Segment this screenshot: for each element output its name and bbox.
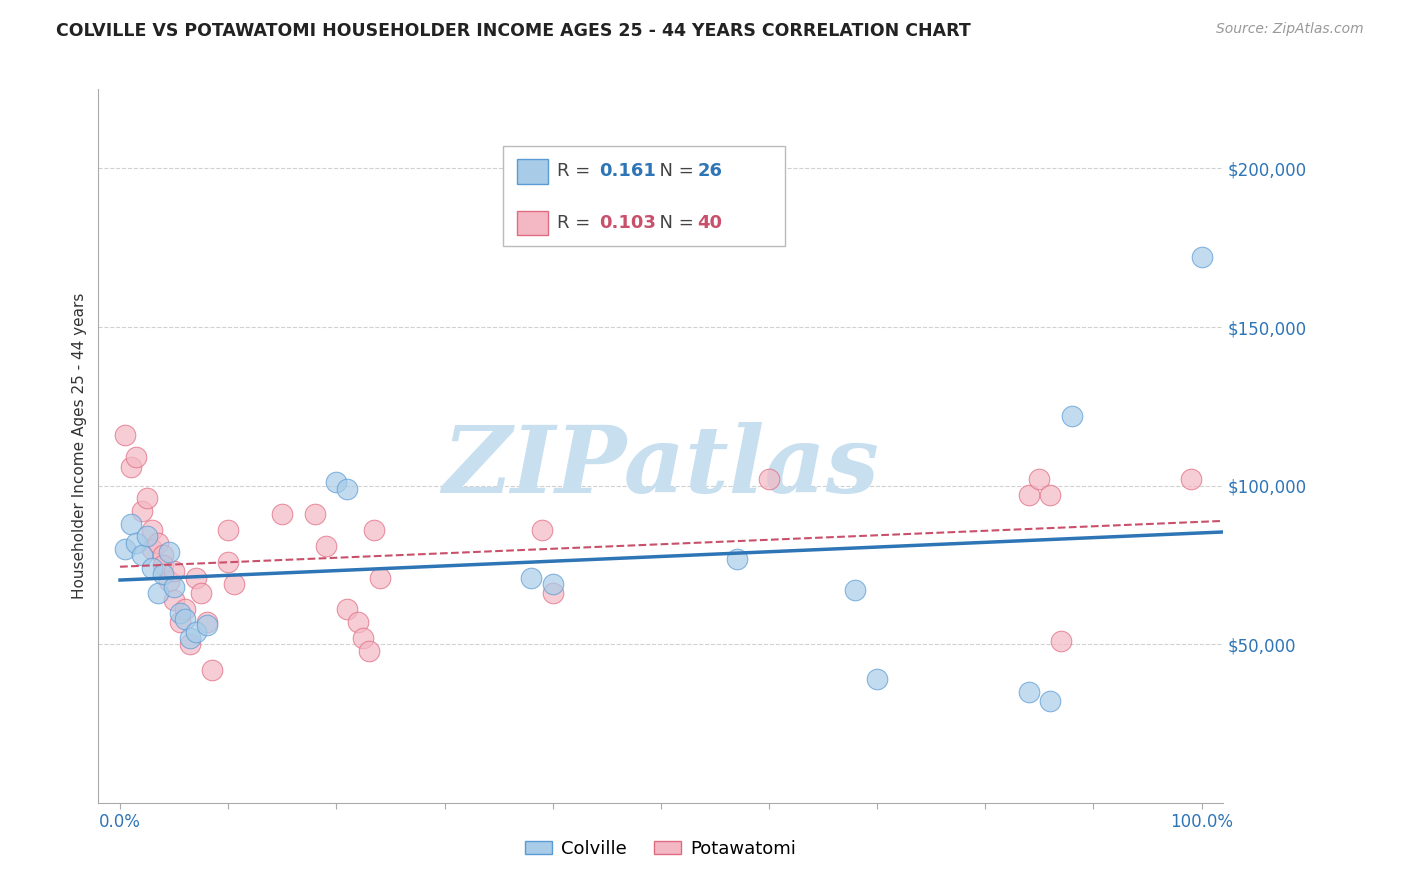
Text: R =: R = [557,162,596,180]
Point [114,542,136,557]
Point [1060,409,1083,423]
Text: Source: ZipAtlas.com: Source: ZipAtlas.com [1216,22,1364,37]
Point [325,475,347,490]
Text: 40: 40 [697,214,723,232]
Point [1191,250,1213,264]
Text: N =: N = [648,162,700,180]
Point [1018,685,1040,699]
Point [315,539,337,553]
Point [541,586,564,600]
Legend: Colville, Potawatomi: Colville, Potawatomi [519,833,803,865]
Point [347,615,370,629]
Point [152,549,174,563]
Point [169,615,191,629]
Point [141,523,163,537]
Point [368,571,391,585]
Point [1039,694,1062,708]
Point [1018,488,1040,502]
Point [844,583,866,598]
Point [163,580,186,594]
Point [141,561,163,575]
Point [157,545,180,559]
Point [304,507,326,521]
Point [217,555,239,569]
Point [195,618,218,632]
Point [125,535,148,549]
Point [217,523,239,537]
Point [184,571,207,585]
Point [174,612,197,626]
Point [163,592,186,607]
Point [114,428,136,442]
Point [1028,472,1050,486]
Point [541,577,564,591]
Text: 0.161: 0.161 [599,162,655,180]
Point [174,602,197,616]
Point [271,507,294,521]
Point [1180,472,1202,486]
Point [179,637,201,651]
Point [169,606,191,620]
Point [520,571,543,585]
Text: 0.103: 0.103 [599,214,655,232]
Point [120,516,142,531]
Point [163,564,186,578]
Point [131,504,153,518]
Point [195,615,218,629]
Point [352,631,374,645]
Point [146,535,169,549]
Point [190,586,212,600]
Point [357,643,380,657]
Point [131,549,153,563]
Point [157,574,180,588]
Text: R =: R = [557,214,596,232]
Point [120,459,142,474]
Point [125,450,148,464]
Point [758,472,780,486]
Point [201,663,224,677]
Point [530,523,553,537]
Text: 26: 26 [697,162,723,180]
Point [146,586,169,600]
Point [141,542,163,557]
Text: ZIPatlas: ZIPatlas [443,423,879,512]
Point [136,529,159,543]
Point [184,624,207,639]
Point [222,577,245,591]
Point [363,523,385,537]
Point [336,482,359,496]
Point [1050,634,1073,648]
Point [152,567,174,582]
Point [866,672,889,686]
Text: COLVILLE VS POTAWATOMI HOUSEHOLDER INCOME AGES 25 - 44 YEARS CORRELATION CHART: COLVILLE VS POTAWATOMI HOUSEHOLDER INCOM… [56,22,972,40]
Point [152,558,174,572]
Point [725,551,748,566]
Point [179,631,201,645]
Text: N =: N = [648,214,700,232]
Point [336,602,359,616]
Point [136,491,159,506]
Y-axis label: Householder Income Ages 25 - 44 years: Householder Income Ages 25 - 44 years [72,293,87,599]
Point [1039,488,1062,502]
